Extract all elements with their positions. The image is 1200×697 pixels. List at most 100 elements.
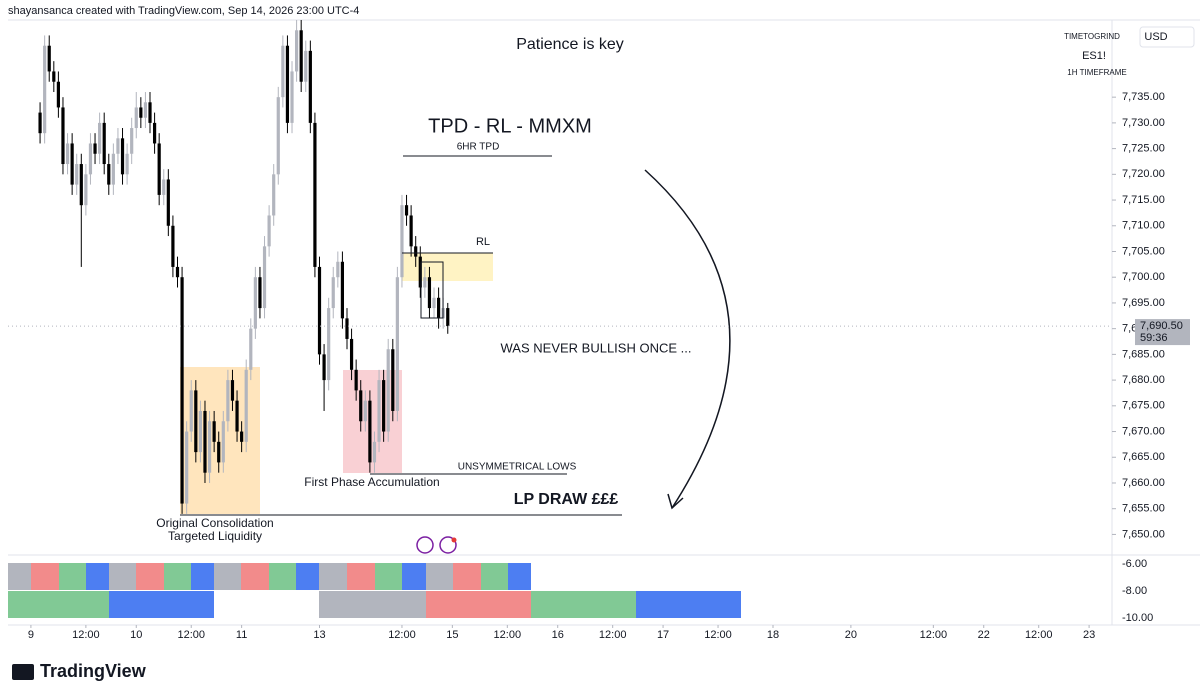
block [402, 563, 426, 590]
header: shayansanca created with TradingView.com… [8, 5, 359, 17]
event-icon[interactable] [439, 536, 457, 554]
block [31, 563, 59, 590]
candle-body [336, 261, 340, 278]
candle-body [290, 71, 294, 123]
block [109, 563, 136, 590]
candle-body [363, 400, 367, 422]
indicator-tick-label: -6.00 [1122, 558, 1147, 570]
y-tick-label: 7,720.00 [1122, 168, 1165, 180]
candle-body [162, 179, 166, 195]
x-tick-label: 15 [446, 629, 458, 641]
block [269, 563, 296, 590]
candle-body [446, 308, 450, 327]
candle-body [120, 138, 125, 175]
candle-body [139, 107, 143, 118]
candle-body [331, 277, 335, 309]
candle-body [130, 128, 134, 154]
candle-body [152, 122, 157, 144]
candle-body [427, 277, 432, 309]
block [8, 563, 31, 590]
candle-body [354, 369, 358, 391]
candle-body [340, 261, 345, 319]
y-tick-label: 7,655.00 [1122, 503, 1165, 515]
x-tick-label: 22 [978, 629, 990, 641]
y-tick-label: 7,710.00 [1122, 220, 1165, 232]
indicator-tick-label: -10.00 [1122, 612, 1153, 624]
block [508, 563, 531, 590]
block [164, 563, 191, 590]
x-tick-label: 18 [767, 629, 779, 641]
y-tick-label: 7,665.00 [1122, 451, 1165, 463]
candle-body [359, 390, 363, 422]
candle-body [116, 138, 120, 154]
block [136, 563, 164, 590]
arrow [644, 169, 731, 509]
y-tick-label: 7,695.00 [1122, 297, 1165, 309]
candle-body [240, 431, 244, 442]
lows-label: UNSYMMETRICAL LOWS [458, 462, 577, 473]
symbol: ES1! [1082, 50, 1106, 62]
candle-body [93, 143, 97, 154]
y-tick-label: 7,705.00 [1122, 245, 1165, 257]
candle-body [43, 45, 47, 134]
block [191, 563, 214, 590]
candle-body [299, 30, 303, 82]
y-tick-label: 7,680.00 [1122, 374, 1165, 386]
candle-body [249, 328, 253, 370]
x-tick-label: 9 [28, 629, 34, 641]
logo-mark [12, 664, 34, 680]
candle-body [437, 297, 441, 319]
candle-body [84, 174, 88, 206]
block [241, 563, 269, 590]
countdown: 59:36 [1140, 332, 1168, 344]
y-tick-label: 7,650.00 [1122, 528, 1165, 540]
candle-body [345, 318, 349, 339]
candle-body [235, 400, 239, 432]
block [319, 563, 347, 590]
candle-body [217, 441, 221, 463]
brand: TradingView [40, 661, 147, 681]
candle-body [382, 380, 386, 432]
candle-body [423, 277, 427, 288]
timeframe: 1H TIMEFRAME [1067, 68, 1126, 77]
last-price-box [1135, 319, 1190, 346]
candle-body [65, 143, 70, 165]
candle-body [111, 153, 115, 185]
block [296, 563, 319, 590]
draw-label: LP DRAW £££ [514, 491, 619, 508]
candle-body [175, 266, 180, 278]
candle-body [349, 338, 354, 370]
x-tick-label: 12:00 [1025, 629, 1053, 641]
candle-body [281, 45, 285, 98]
candle-body [267, 215, 271, 247]
x-tick-label: 12:00 [177, 629, 205, 641]
candle-body [294, 30, 299, 72]
candle-body [322, 354, 326, 381]
consolidation-zone [180, 367, 260, 514]
y-tick-label: 7,725.00 [1122, 143, 1165, 155]
candle-body [368, 400, 372, 463]
event-icon[interactable] [416, 536, 434, 554]
symbol-name: TIMETOGRIND [1064, 32, 1120, 41]
candle-body [258, 277, 262, 309]
y-tick-label: 7,660.00 [1122, 477, 1165, 489]
currency-button[interactable] [1139, 26, 1195, 48]
candle-body [409, 215, 413, 247]
candle-body [386, 349, 390, 432]
currency: USD [1144, 31, 1167, 43]
y-tick-label: 7,735.00 [1122, 91, 1165, 103]
x-tick-label: 12:00 [599, 629, 627, 641]
y-tick-label: 7,675.00 [1122, 400, 1165, 412]
x-tick-label: 20 [845, 629, 857, 641]
x-tick-label: 23 [1083, 629, 1095, 641]
candle-body [418, 256, 422, 288]
candle-body [180, 277, 184, 504]
candle-body [327, 308, 331, 381]
y-tick-label: 7,685.00 [1122, 348, 1165, 360]
range-box [420, 261, 444, 319]
candle-body [143, 102, 148, 118]
candle-body [372, 441, 377, 463]
block [8, 591, 109, 618]
x-tick-label: 13 [313, 629, 325, 641]
candle-body [244, 369, 248, 442]
